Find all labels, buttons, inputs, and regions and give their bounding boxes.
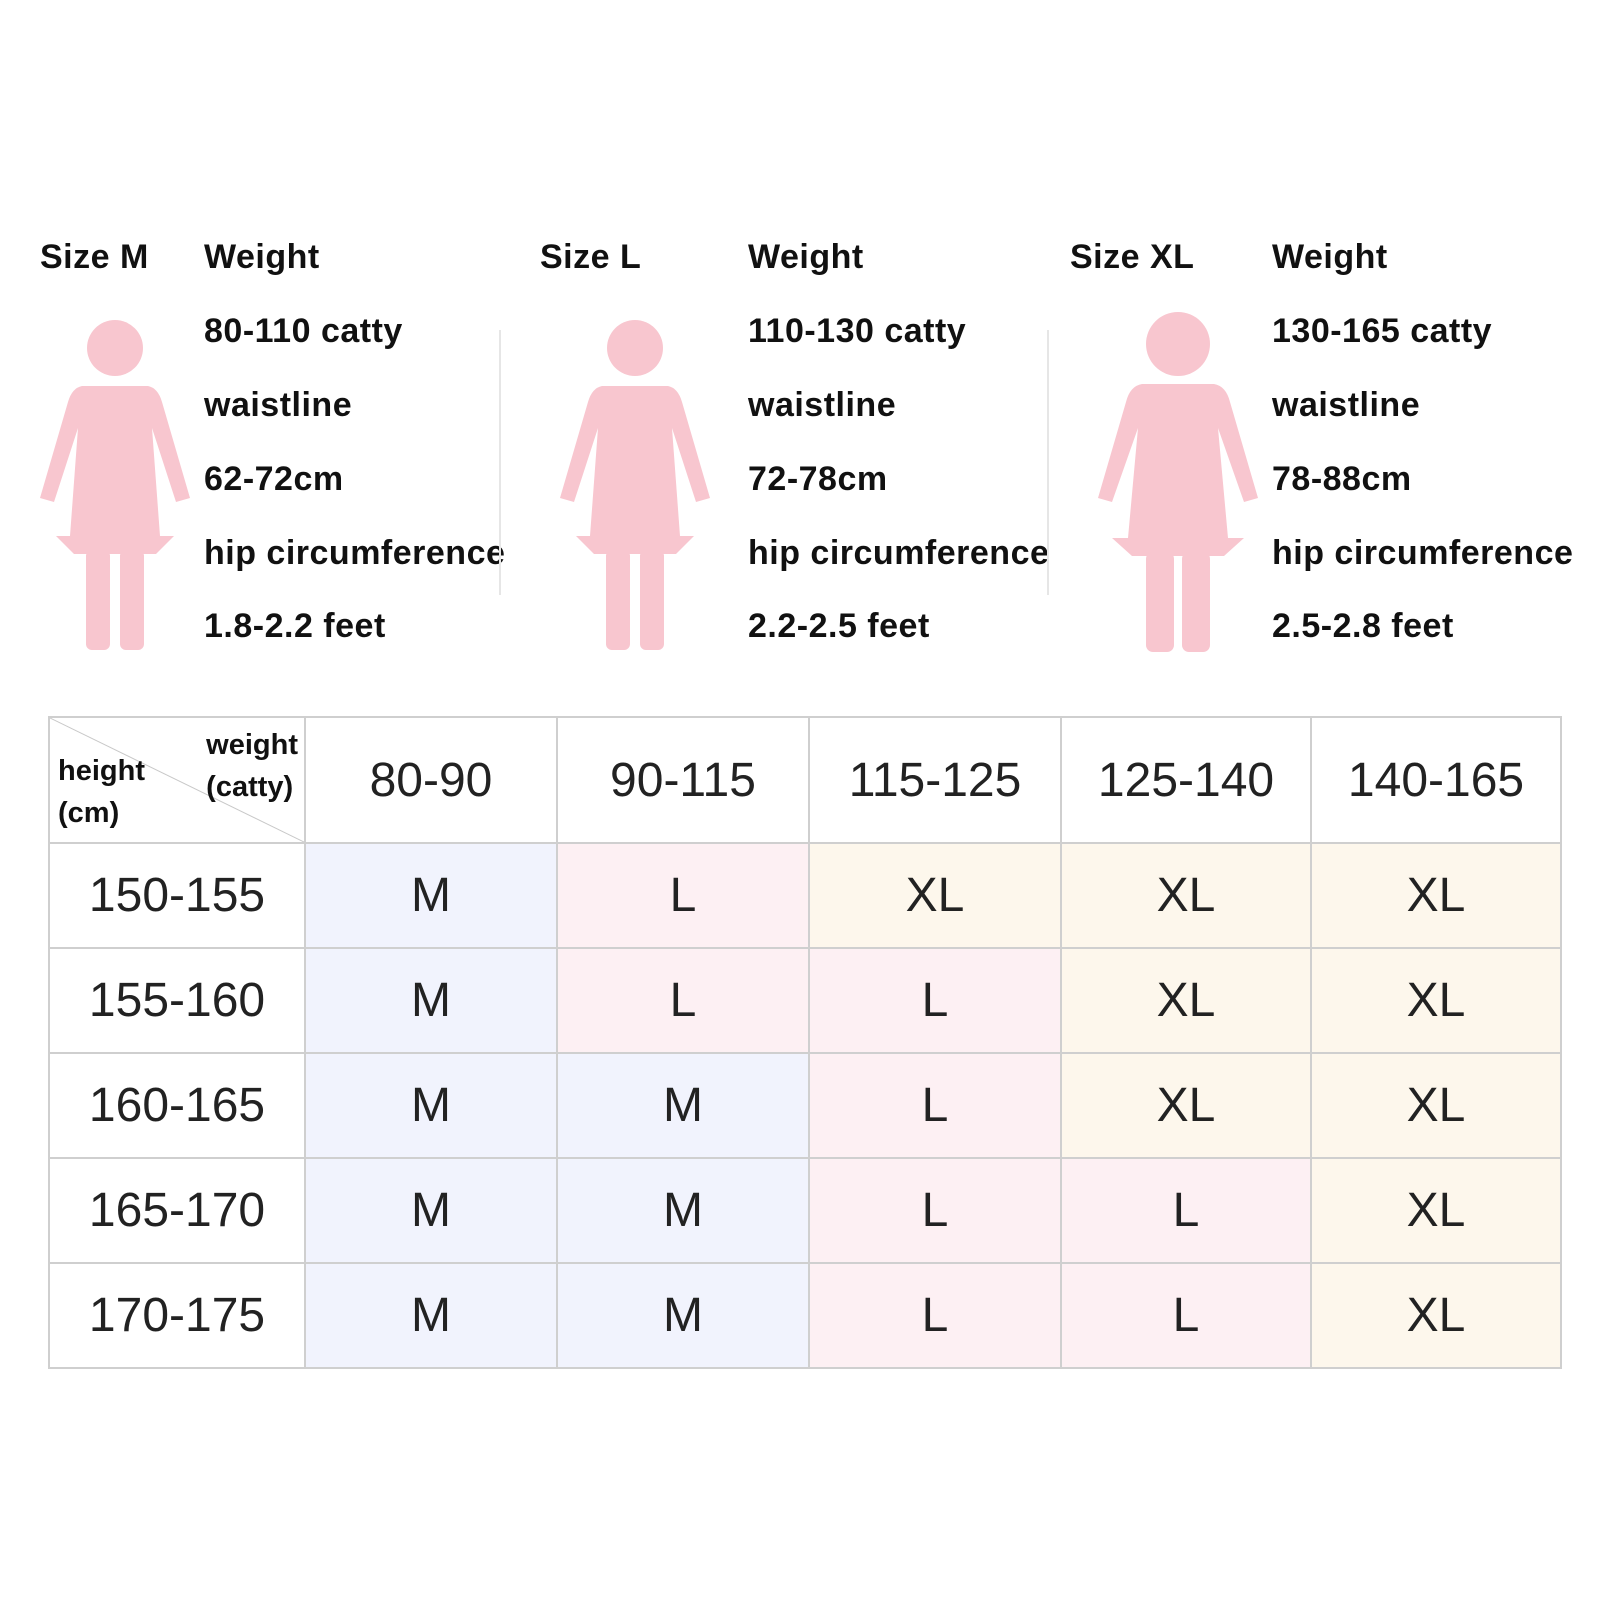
woman-figure-icon xyxy=(40,320,190,650)
size-cell: M xyxy=(556,1262,810,1369)
corner-weight-label: weight (catty) xyxy=(206,729,298,804)
weight-value: 110-130 catty xyxy=(748,312,967,350)
corner-height-label: height (cm) xyxy=(58,754,145,829)
block-divider xyxy=(1047,330,1049,595)
size-cell: M xyxy=(556,1052,810,1159)
height-row-header: 165-170 xyxy=(48,1157,306,1264)
size-cell: XL xyxy=(1310,842,1562,949)
size-cell: L xyxy=(808,1262,1062,1369)
weight-label: Weight xyxy=(204,238,320,276)
size-label: Size XL xyxy=(1070,238,1195,276)
table-row: 165-170 M M L L XL xyxy=(48,1157,1562,1264)
size-cell: XL xyxy=(1310,947,1562,1054)
size-cell: XL xyxy=(1060,1052,1312,1159)
waist-label: waistline xyxy=(1272,386,1421,424)
weight-column-header: 140-165 xyxy=(1310,716,1562,844)
waist-value: 72-78cm xyxy=(748,460,888,498)
size-cell: XL xyxy=(1060,842,1312,949)
weight-column-header: 90-115 xyxy=(556,716,810,844)
size-cell: L xyxy=(808,947,1062,1054)
weight-value: 80-110 catty xyxy=(204,312,403,350)
block-divider xyxy=(499,330,501,595)
size-cell: M xyxy=(304,947,558,1054)
woman-figure-icon xyxy=(1098,312,1258,652)
hip-label: hip circumference xyxy=(1272,534,1574,572)
weight-value: 130-165 catty xyxy=(1272,312,1493,350)
size-label: Size M xyxy=(40,238,149,276)
woman-figure-icon xyxy=(560,320,710,650)
size-cell: L xyxy=(808,1052,1062,1159)
table-row: 155-160 M L L XL XL xyxy=(48,947,1562,1054)
size-cell: XL xyxy=(1310,1262,1562,1369)
weight-column-header: 80-90 xyxy=(304,716,558,844)
weight-label: Weight xyxy=(748,238,864,276)
waist-label: waistline xyxy=(748,386,897,424)
waist-value: 78-88cm xyxy=(1272,460,1412,498)
size-cell: XL xyxy=(1060,947,1312,1054)
hip-label: hip circumference xyxy=(204,534,506,572)
hip-value: 2.2-2.5 feet xyxy=(748,607,930,645)
corner-cell: weight (catty) height (cm) xyxy=(48,716,306,844)
size-cell: M xyxy=(304,1052,558,1159)
table-row: 160-165 M M L XL XL xyxy=(48,1052,1562,1159)
height-row-header: 170-175 xyxy=(48,1262,306,1369)
size-cell: L xyxy=(556,842,810,949)
height-row-header: 155-160 xyxy=(48,947,306,1054)
size-label: Size L xyxy=(540,238,642,276)
size-cell: L xyxy=(1060,1262,1312,1369)
table-row: 150-155 M L XL XL XL xyxy=(48,842,1562,949)
size-block-m: Size M Weight 80-110 catty waistline 62-… xyxy=(0,0,505,700)
hip-label: hip circumference xyxy=(748,534,1050,572)
size-block-l: Size L Weight 110-130 catty waistline 72… xyxy=(500,0,1050,700)
weight-column-header: 125-140 xyxy=(1060,716,1312,844)
weight-label: Weight xyxy=(1272,238,1388,276)
size-cell: XL xyxy=(1310,1052,1562,1159)
corner-diagonal xyxy=(50,718,304,842)
size-cell: XL xyxy=(808,842,1062,949)
weight-column-header: 115-125 xyxy=(808,716,1062,844)
height-row-header: 150-155 xyxy=(48,842,306,949)
waist-label: waistline xyxy=(204,386,353,424)
hip-value: 2.5-2.8 feet xyxy=(1272,607,1454,645)
size-cell: M xyxy=(304,1262,558,1369)
size-cell: M xyxy=(556,1157,810,1264)
hip-value: 1.8-2.2 feet xyxy=(204,607,386,645)
size-chart-table: weight (catty) height (cm) 80-90 90-115 … xyxy=(48,716,1562,1369)
size-cell: L xyxy=(808,1157,1062,1264)
table-header-row: weight (catty) height (cm) 80-90 90-115 … xyxy=(48,716,1562,844)
height-row-header: 160-165 xyxy=(48,1052,306,1159)
size-cell: M xyxy=(304,1157,558,1264)
size-block-xl: Size XL Weight 130-165 catty waistline 7… xyxy=(1048,0,1600,700)
size-cell: M xyxy=(304,842,558,949)
size-cell: XL xyxy=(1310,1157,1562,1264)
size-cell: L xyxy=(1060,1157,1312,1264)
waist-value: 62-72cm xyxy=(204,460,344,498)
size-cell: L xyxy=(556,947,810,1054)
table-row: 170-175 M M L L XL xyxy=(48,1262,1562,1369)
